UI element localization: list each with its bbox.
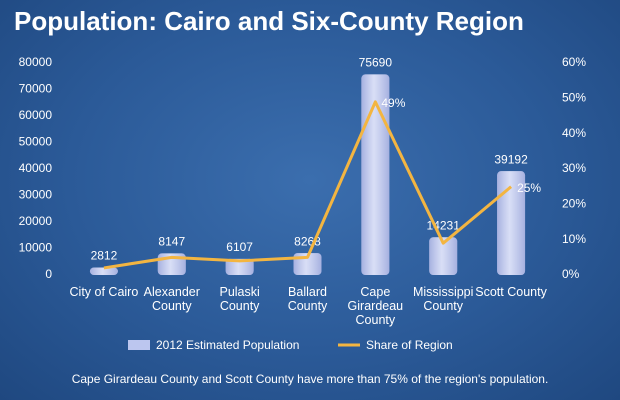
x-tick-label: Alexander County [143,285,200,313]
legend-swatch [128,340,150,350]
y-tick-label: 70000 [19,82,53,96]
y-tick-label: 40000 [19,161,53,175]
bar-value-label: 8147 [158,235,185,249]
bar-value-label: 39192 [494,152,528,166]
y-tick-label: 0 [45,267,52,281]
y2-tick-label: 10% [562,232,586,246]
bar-shine [361,74,390,275]
x-tick-label: Scott County [475,285,547,299]
chart-title: Population: Cairo and Six-County Region [14,6,524,36]
y-tick-label: 10000 [19,241,53,255]
bar-value-label: 75690 [359,56,393,70]
y2-tick-label: 60% [562,55,586,69]
bar-shine [225,258,254,275]
bar-shine [429,237,458,275]
y-tick-label: 60000 [19,108,53,122]
y2-tick-label: 30% [562,161,586,175]
x-tick-label: City of Cairo [69,285,139,299]
y2-tick-label: 50% [562,91,586,105]
bar-value-label: 6107 [226,240,253,254]
x-tick-label: Mississippi County [412,285,474,313]
line-value-label: 49% [381,96,405,110]
legend-label: Share of Region [366,338,453,352]
bar-value-label: 2812 [91,249,118,263]
y-tick-label: 20000 [19,214,53,228]
y2-tick-label: 0% [562,267,580,281]
line-value-label: 25% [517,181,541,195]
x-tick-label: Pulaski County [219,285,260,313]
x-tick-label: Cape Girardeau County [347,285,404,327]
bar-shine [497,171,526,275]
y-tick-label: 30000 [19,188,53,202]
y-tick-label: 80000 [19,55,53,69]
footnote: Cape Girardeau County and Scott County h… [71,372,549,386]
legend-label: 2012 Estimated Population [156,338,299,352]
x-tick-label: Ballard County [287,285,328,313]
bar-shine [89,267,118,275]
line [103,100,513,270]
y2-tick-label: 20% [562,197,586,211]
y2-tick-label: 40% [562,126,586,140]
y-tick-label: 50000 [19,135,53,149]
